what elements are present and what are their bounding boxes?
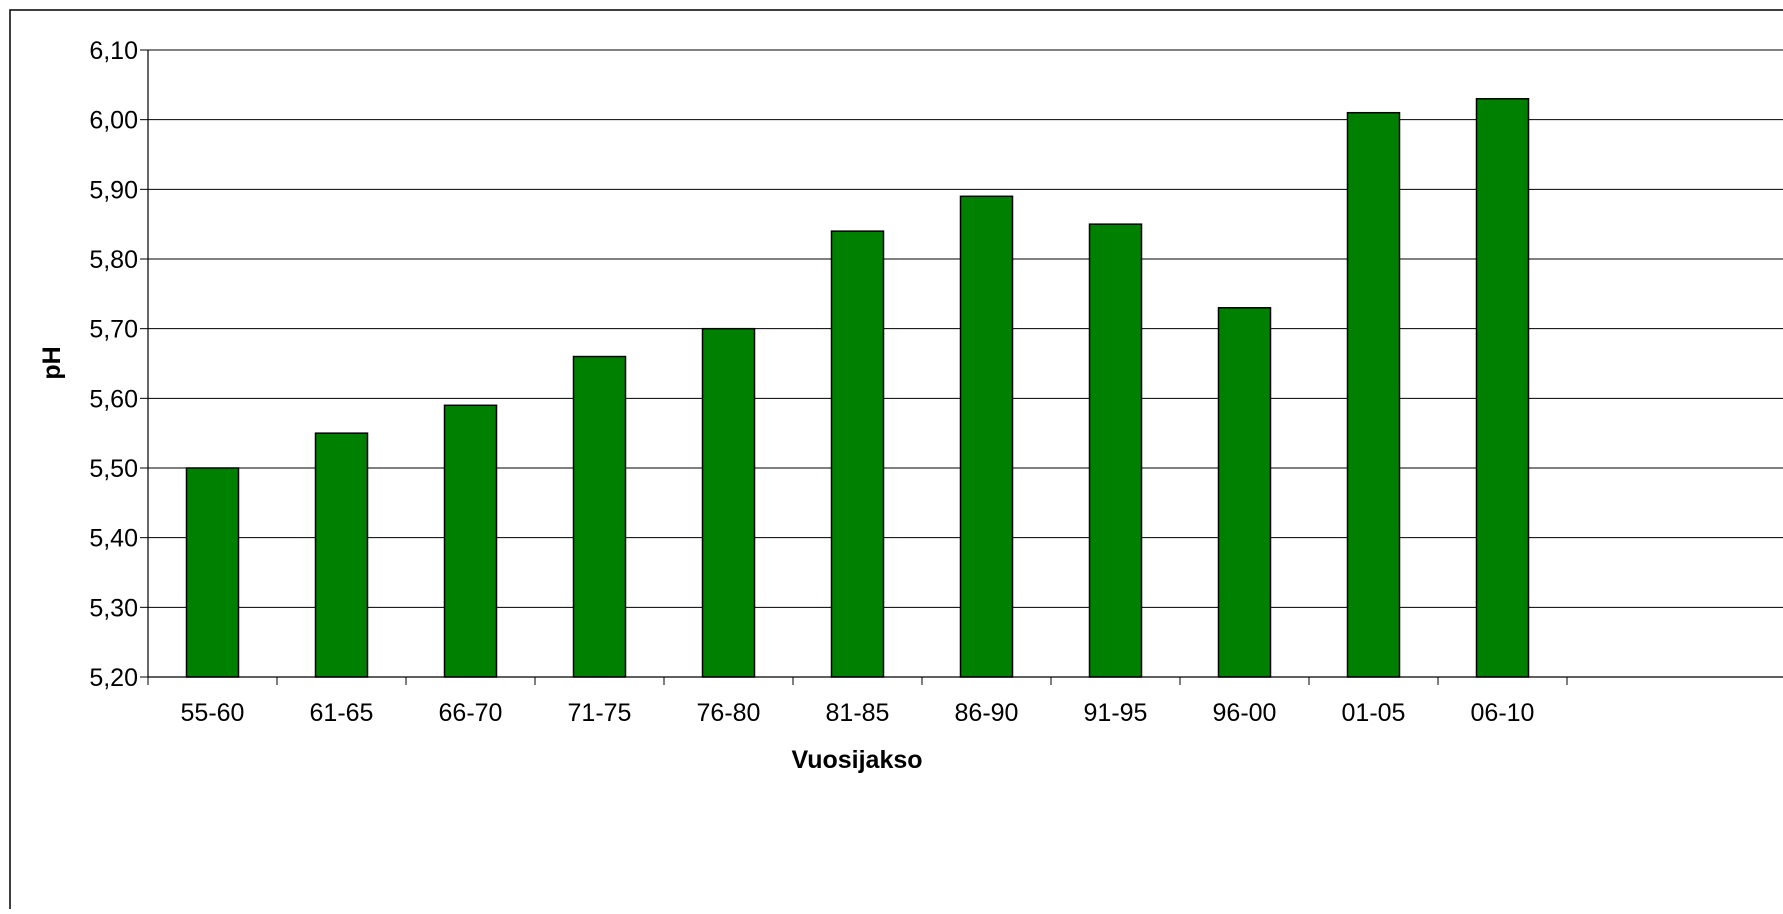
bar-66-70 xyxy=(443,404,498,678)
y-tick-label: 5,70 xyxy=(89,316,138,344)
y-tick-label: 5,20 xyxy=(89,664,138,692)
x-tick-label: 76-80 xyxy=(697,699,761,727)
x-tick-label: 81-85 xyxy=(826,699,890,727)
bar-55-60 xyxy=(185,467,240,678)
y-tick-label: 5,50 xyxy=(89,455,138,483)
axes xyxy=(140,49,1783,685)
y-tick-label: 5,30 xyxy=(89,594,138,622)
x-axis-title: Vuosijakso xyxy=(791,746,922,774)
y-tick-label: 5,90 xyxy=(89,176,138,204)
x-tick-label: 71-75 xyxy=(568,699,632,727)
bar-96-00 xyxy=(1217,307,1272,678)
x-tick-label: 96-00 xyxy=(1213,699,1277,727)
y-tick-label: 6,10 xyxy=(89,37,138,65)
bars xyxy=(185,98,1530,678)
bar-81-85 xyxy=(830,230,885,678)
bar-06-10 xyxy=(1475,98,1530,678)
bar-71-75 xyxy=(572,355,627,678)
bar-61-65 xyxy=(314,432,369,678)
bar-91-95 xyxy=(1088,223,1143,678)
tick-labels: 5,20 5,30 5,40 5,50 5,60 5,70 5,80 5,90 6,00 6,10… xyxy=(89,37,1534,727)
y-tick-label: 6,00 xyxy=(89,107,138,135)
y-axis-title: pH xyxy=(38,346,66,379)
x-tick-label: 06-10 xyxy=(1471,699,1535,727)
x-tick-label: 86-90 xyxy=(955,699,1019,727)
x-tick-label: 91-95 xyxy=(1084,699,1148,727)
y-tick-label: 5,40 xyxy=(89,525,138,553)
x-tick-label: 01-05 xyxy=(1342,699,1406,727)
x-tick-label: 55-60 xyxy=(181,699,245,727)
x-tick-label: 61-65 xyxy=(310,699,374,727)
x-tick-label: 66-70 xyxy=(439,699,503,727)
y-tick-label: 5,80 xyxy=(89,246,138,274)
bar-86-90 xyxy=(959,195,1014,678)
bar-76-80 xyxy=(701,327,756,678)
y-tick-label: 5,60 xyxy=(89,385,138,413)
bar-01-05 xyxy=(1346,111,1401,678)
